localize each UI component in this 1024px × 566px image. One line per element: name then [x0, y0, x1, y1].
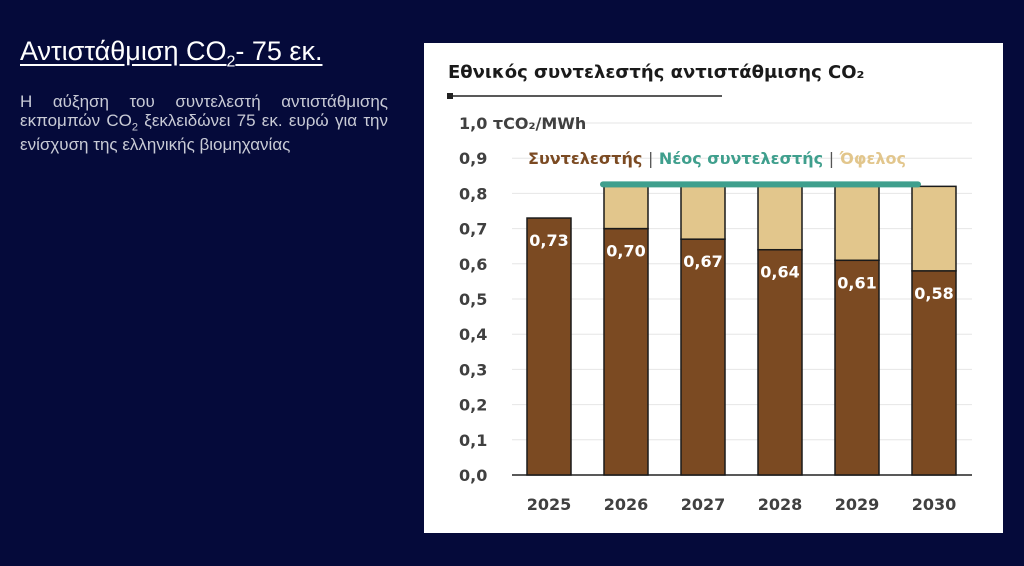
bar-benefit — [680, 185, 726, 240]
title-underline-marker — [447, 93, 453, 99]
bar-benefit — [911, 185, 957, 272]
y-tick-label: 0,9 — [459, 149, 487, 168]
legend-separator-2: | — [829, 149, 834, 168]
data-label: 0,67 — [683, 252, 722, 271]
y-tick-label: 0,3 — [459, 360, 487, 379]
x-tick-label: 2028 — [758, 495, 803, 514]
legend-item-coefficient: Συντελεστής — [528, 149, 642, 168]
legend-item-benefit: Όφελος — [839, 149, 906, 168]
chart-card: Εθνικός συντελεστής αντιστάθμισης CO₂ 0,… — [424, 43, 1003, 533]
bar-coefficient — [603, 227, 649, 476]
grid — [512, 122, 972, 476]
x-tick-label: 2025 — [527, 495, 572, 514]
slide-body-text: Η αύξηση του συντελεστή αντιστάθμισης εκ… — [20, 92, 388, 155]
legend-separator-1: | — [648, 149, 653, 168]
y-tick-label: 0,1 — [459, 431, 487, 450]
bar-coefficient — [526, 217, 572, 476]
data-label: 0,73 — [529, 231, 568, 250]
bar-coefficient — [680, 238, 726, 476]
y-tick-labels: 0,0 0,1 0,2 0,3 0,4 0,5 0,6 0,7 0,8 0,9 1,0 τCO₂/M… — [459, 114, 586, 485]
data-label: 0,70 — [606, 242, 645, 261]
data-label: 0,64 — [760, 263, 799, 282]
x-tick-label: 2029 — [835, 495, 880, 514]
bar-benefit — [757, 185, 803, 251]
y-tick-label: 0,4 — [459, 325, 487, 344]
data-label: 0,58 — [914, 284, 953, 303]
chart-title: Εθνικός συντελεστής αντιστάθμισης CO₂ — [448, 62, 864, 83]
bar-coefficient — [911, 270, 957, 476]
y-tick-label: 0,8 — [459, 184, 487, 203]
y-tick-label: 1,0 τCO₂/MWh — [459, 114, 586, 133]
legend: Συντελεστής | Νέος συντελεστής | Όφελος — [528, 149, 906, 168]
y-tick-label: 0,0 — [459, 466, 487, 485]
x-tick-label: 2027 — [681, 495, 726, 514]
y-tick-label: 0,7 — [459, 220, 487, 239]
x-tick-label: 2030 — [912, 495, 957, 514]
bar-coefficient — [757, 248, 803, 476]
bars: 0,73 0,70 0,67 0,64 0,61 0,58 — [526, 181, 957, 476]
legend-item-new-coefficient: Νέος συντελεστής — [659, 149, 823, 168]
data-label: 0,61 — [837, 273, 876, 292]
y-tick-label: 0,2 — [459, 396, 487, 415]
co2-compensation-chart: Εθνικός συντελεστής αντιστάθμισης CO₂ 0,… — [447, 62, 972, 514]
bar-coefficient — [834, 259, 880, 476]
y-tick-label: 0,6 — [459, 255, 487, 274]
x-tick-labels: 2025 2026 2027 2028 2029 2030 — [527, 495, 957, 514]
bar-benefit — [603, 185, 649, 230]
x-tick-label: 2026 — [604, 495, 649, 514]
y-tick-label: 0,5 — [459, 290, 487, 309]
bar-benefit — [834, 185, 880, 262]
slide-title: Αντιστάθμιση CO2- 75 εκ. — [20, 36, 323, 71]
